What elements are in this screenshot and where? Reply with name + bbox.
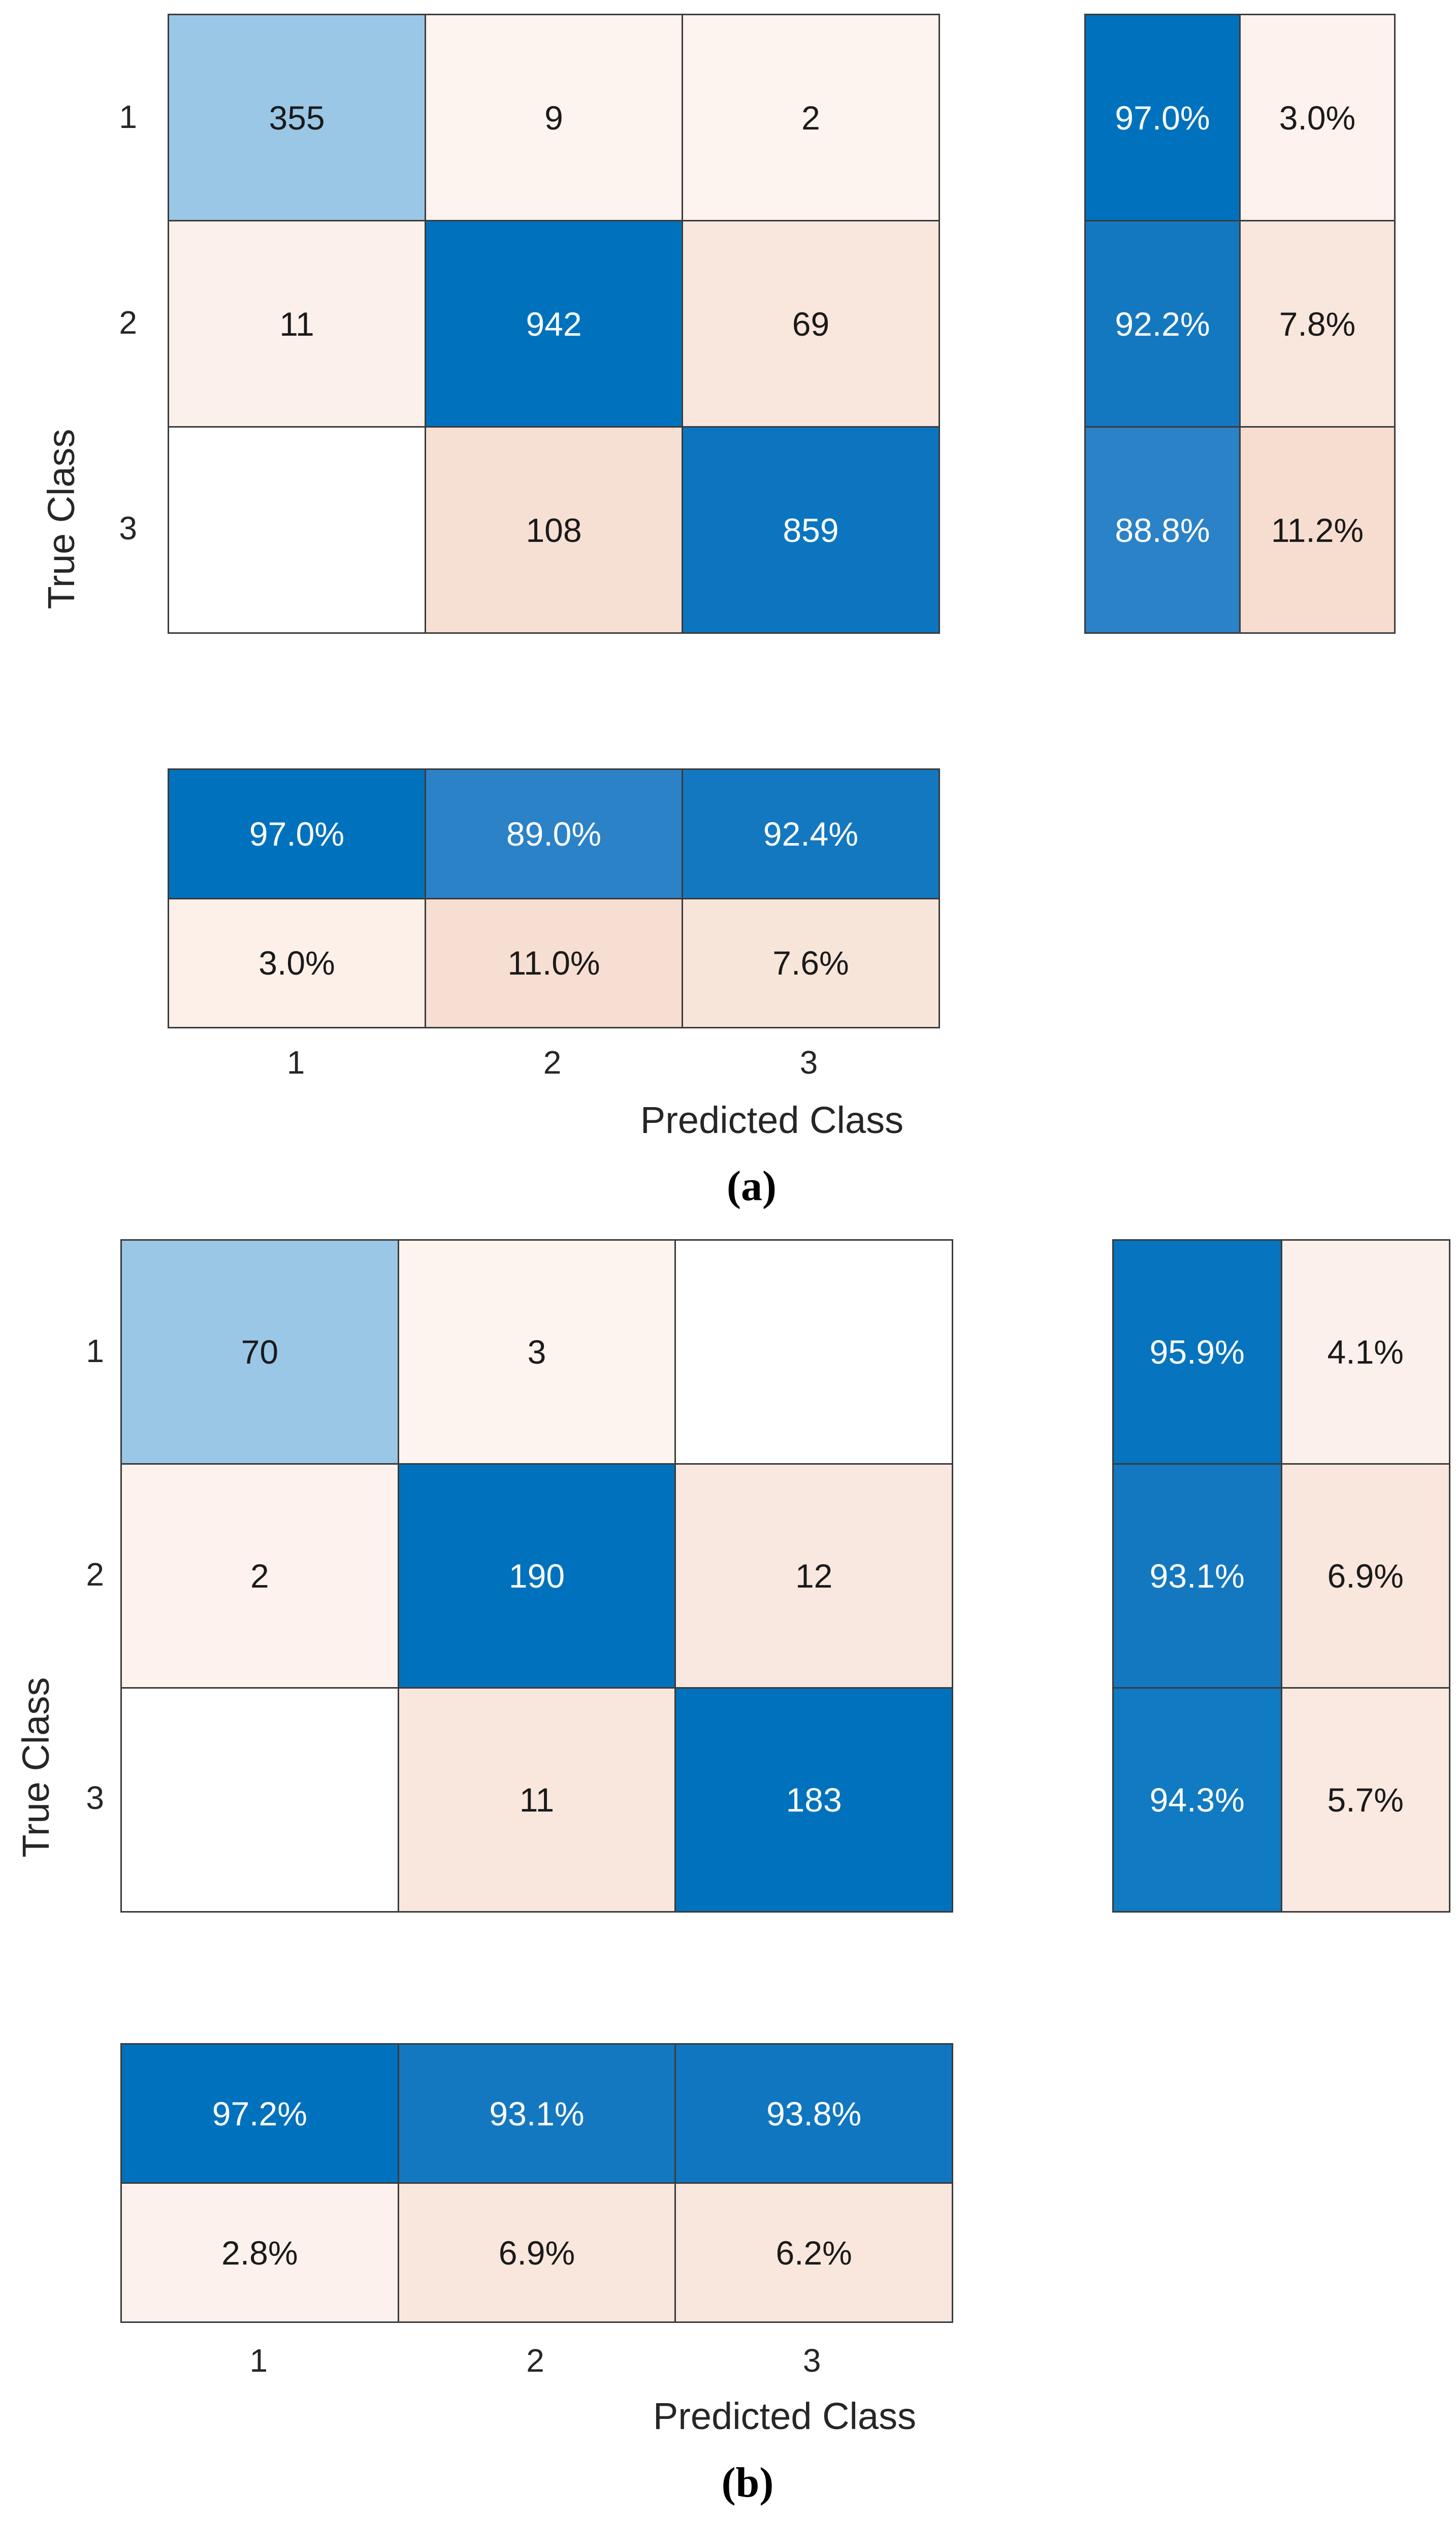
- x-tick-label: 2: [543, 1044, 562, 1081]
- x-tick-label: 1: [249, 2342, 268, 2379]
- matrix-cell: 108: [426, 428, 682, 632]
- row-summary-cell: 95.9%: [1114, 1241, 1281, 1463]
- matrix-cell: 942: [426, 221, 682, 426]
- y-tick-label: 3: [119, 509, 137, 546]
- row-summary-cell: 11.2%: [1241, 428, 1394, 632]
- row-summary-cell: 97.0%: [1086, 15, 1239, 220]
- row-summary-cell: 92.2%: [1086, 221, 1239, 426]
- column-summary-cell: 7.6%: [683, 899, 939, 1027]
- y-tick-label: 2: [119, 304, 137, 341]
- row-summary-cell: 5.7%: [1282, 1689, 1449, 1911]
- caption-b: (b): [721, 2459, 774, 2506]
- caption-a: (a): [727, 1162, 776, 1210]
- confusion-matrix-b: 70 3 2 190 12 11 183: [120, 1239, 953, 1913]
- column-summary-cell: 6.9%: [399, 2184, 675, 2321]
- x-tick-label: 3: [799, 1044, 818, 1081]
- matrix-cell: 355: [169, 15, 425, 220]
- x-axis-label-a: Predicted Class: [640, 1098, 904, 1141]
- row-summary-cell: 88.8%: [1086, 428, 1239, 632]
- x-axis-label-b: Predicted Class: [653, 2395, 917, 2437]
- x-tick-label: 2: [526, 2342, 544, 2379]
- row-summary-cell: 93.1%: [1114, 1465, 1281, 1687]
- row-summary-cell: 4.1%: [1282, 1241, 1449, 1463]
- y-tick-labels-b: 1 2 3: [10, 1239, 104, 1910]
- matrix-cell: 2: [683, 15, 939, 220]
- y-tick-label: 2: [86, 1556, 104, 1593]
- column-summary-b: 97.2% 93.1% 93.8% 2.8% 6.9% 6.2%: [120, 2043, 953, 2323]
- row-summary-cell: 7.8%: [1241, 221, 1394, 426]
- matrix-cell: 70: [122, 1241, 398, 1463]
- matrix-cell: 11: [169, 221, 425, 426]
- matrix-cell: 3: [399, 1241, 675, 1463]
- x-tick-labels-a: 1 2 3: [168, 1042, 937, 1083]
- row-summary-a: 97.0% 3.0% 92.2% 7.8% 88.8% 11.2%: [1084, 14, 1396, 634]
- x-tick-label: 1: [286, 1044, 305, 1081]
- column-summary-cell: 89.0%: [426, 770, 682, 898]
- y-tick-labels-a: 1 2 3: [30, 14, 137, 631]
- column-summary-cell: 2.8%: [122, 2184, 398, 2321]
- x-tick-labels-b: 1 2 3: [120, 2340, 950, 2381]
- y-tick-label: 1: [86, 1333, 104, 1369]
- row-summary-cell: 6.9%: [1282, 1465, 1449, 1687]
- column-summary-cell: 93.8%: [676, 2045, 952, 2182]
- y-tick-label: 3: [86, 1780, 104, 1816]
- column-summary-cell: 6.2%: [676, 2184, 952, 2321]
- matrix-cell: 190: [399, 1465, 675, 1687]
- row-summary-cell: 94.3%: [1114, 1689, 1281, 1911]
- matrix-cell: 11: [399, 1689, 675, 1911]
- x-tick-label: 3: [802, 2342, 821, 2379]
- column-summary-cell: 93.1%: [399, 2045, 675, 2182]
- column-summary-cell: 97.2%: [122, 2045, 398, 2182]
- row-summary-cell: 3.0%: [1241, 15, 1394, 220]
- matrix-cell: 859: [683, 428, 939, 632]
- confusion-matrix-a: 355 9 2 11 942 69 108 859: [168, 14, 940, 634]
- y-tick-label: 1: [119, 98, 137, 135]
- column-summary-a: 97.0% 89.0% 92.4% 3.0% 11.0% 7.6%: [168, 768, 940, 1028]
- row-summary-b: 95.9% 4.1% 93.1% 6.9% 94.3% 5.7%: [1112, 1239, 1450, 1913]
- y-axis-label-b: True Class: [14, 1677, 57, 1858]
- matrix-cell: 2: [122, 1465, 398, 1687]
- matrix-cell: [122, 1689, 398, 1911]
- matrix-cell: 9: [426, 15, 682, 220]
- column-summary-cell: 92.4%: [683, 770, 939, 898]
- matrix-cell: [676, 1241, 952, 1463]
- column-summary-cell: 3.0%: [169, 899, 425, 1027]
- matrix-cell: 69: [683, 221, 939, 426]
- matrix-cell: 183: [676, 1689, 952, 1911]
- column-summary-cell: 11.0%: [426, 899, 682, 1027]
- matrix-cell: [169, 428, 425, 632]
- matrix-cell: 12: [676, 1465, 952, 1687]
- y-axis-label-a: True Class: [40, 429, 82, 609]
- column-summary-cell: 97.0%: [169, 770, 425, 898]
